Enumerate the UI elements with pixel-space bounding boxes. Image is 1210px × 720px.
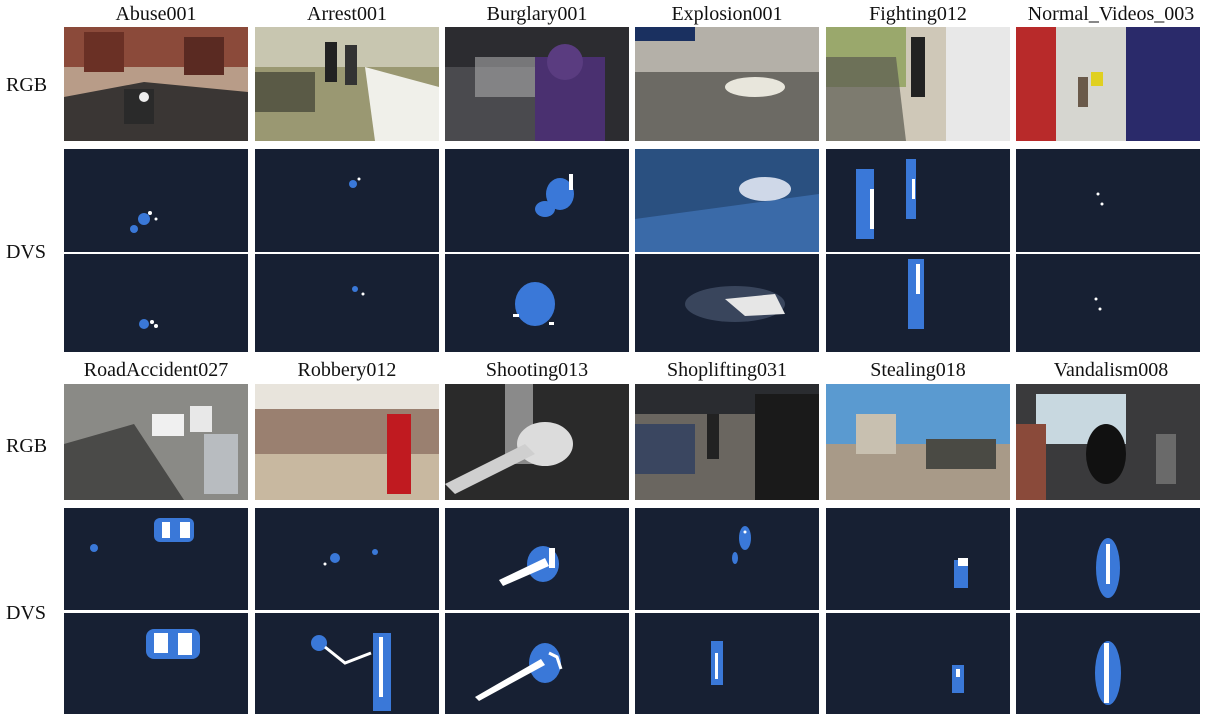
row-label-rgb-bottom: RGB xyxy=(6,435,48,457)
row-label-rgb-top: RGB xyxy=(6,74,48,96)
rgb-frame-explosion001 xyxy=(635,27,819,141)
dvs-frame-burglary001-a xyxy=(445,149,629,252)
column-title-arrest001: Arrest001 xyxy=(307,3,387,25)
column-title-robbery012: Robbery012 xyxy=(297,359,397,381)
column-title-stealing018: Stealing018 xyxy=(870,359,966,381)
dvs-frame-shoplifting031-a xyxy=(635,508,819,610)
dvs-frame-burglary001-b xyxy=(445,254,629,352)
rgb-frame-robbery012 xyxy=(255,384,439,500)
dvs-frame-fighting012-b xyxy=(826,254,1010,352)
dvs-frame-abuse001-a xyxy=(64,149,248,252)
dvs-frame-abuse001-b xyxy=(64,254,248,352)
dvs-frame-shooting013-b xyxy=(445,613,629,714)
dvs-frame-robbery012-b xyxy=(255,613,439,714)
dvs-frame-normal-videos-003-a xyxy=(1016,149,1200,252)
dvs-frame-shooting013-a xyxy=(445,508,629,610)
column-title-normal-videos-003: Normal_Videos_003 xyxy=(1027,3,1195,25)
dvs-frame-vandalism008-a xyxy=(1016,508,1200,610)
rgb-frame-shoplifting031 xyxy=(635,384,819,500)
row-label-dvs-bottom: DVS xyxy=(6,602,47,624)
dvs-frame-arrest001-b xyxy=(255,254,439,352)
dvs-frame-robbery012-a xyxy=(255,508,439,610)
column-title-burglary001: Burglary001 xyxy=(486,3,588,25)
rgb-frame-roadaccident027 xyxy=(64,384,248,500)
column-title-roadaccident027: RoadAccident027 xyxy=(83,359,229,381)
rgb-frame-stealing018 xyxy=(826,384,1010,500)
dvs-frame-fighting012-a xyxy=(826,149,1010,252)
column-title-shoplifting031: Shoplifting031 xyxy=(666,359,787,381)
column-title-fighting012: Fighting012 xyxy=(869,3,967,25)
rgb-frame-abuse001 xyxy=(64,27,248,141)
rgb-frame-shooting013 xyxy=(445,384,629,500)
dvs-frame-shoplifting031-b xyxy=(635,613,819,714)
rgb-frame-vandalism008 xyxy=(1016,384,1200,500)
dvs-frame-explosion001-a xyxy=(635,149,819,252)
column-title-vandalism008: Vandalism008 xyxy=(1053,359,1169,381)
dvs-frame-stealing018-b xyxy=(826,613,1010,714)
rgb-frame-arrest001 xyxy=(255,27,439,141)
dvs-frame-explosion001-b xyxy=(635,254,819,352)
row-label-dvs-top: DVS xyxy=(6,241,47,263)
rgb-frame-normal-videos-003 xyxy=(1016,27,1200,141)
column-title-shooting013: Shooting013 xyxy=(485,359,589,381)
dvs-frame-roadaccident027-a xyxy=(64,508,248,610)
column-title-abuse001: Abuse001 xyxy=(115,3,197,25)
rgb-frame-fighting012 xyxy=(826,27,1010,141)
rgb-frame-burglary001 xyxy=(445,27,629,141)
dvs-frame-vandalism008-b xyxy=(1016,613,1200,714)
dvs-frame-arrest001-a xyxy=(255,149,439,252)
dvs-frame-stealing018-a xyxy=(826,508,1010,610)
column-title-explosion001: Explosion001 xyxy=(671,3,783,25)
dvs-frame-normal-videos-003-b xyxy=(1016,254,1200,352)
dvs-frame-roadaccident027-b xyxy=(64,613,248,714)
